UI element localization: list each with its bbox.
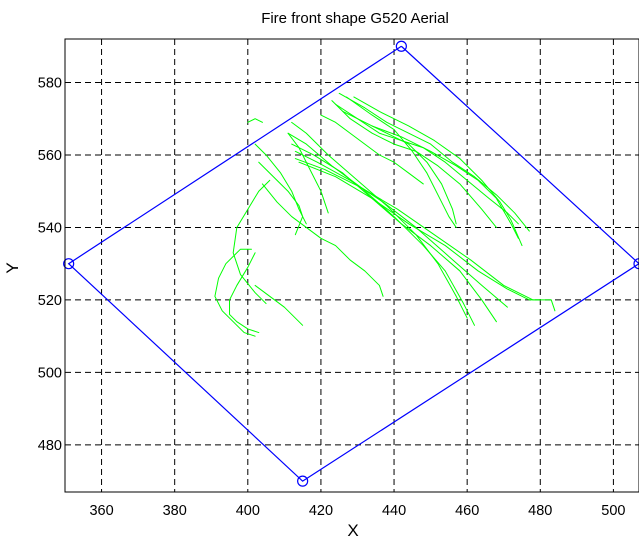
fire-front-line	[291, 143, 497, 323]
fire-front-line	[353, 96, 523, 247]
y-tick-label: 480	[38, 438, 62, 454]
x-tick-label: 460	[455, 503, 479, 519]
x-tick-label: 440	[382, 503, 406, 519]
y-tick-label: 540	[38, 220, 62, 236]
y-tick-labels: 480 500 520 540 560 580	[38, 75, 62, 453]
boundary-vertex-marker	[395, 40, 407, 52]
x-axis-label: X	[347, 521, 358, 540]
x-tick-label: 360	[89, 503, 113, 519]
x-tick-label: 420	[309, 503, 333, 519]
y-tick-label: 580	[38, 75, 62, 91]
x-tick-label: 400	[236, 503, 260, 519]
boundary-vertex-marker	[297, 475, 309, 487]
plot-frame	[64, 38, 639, 493]
fire-front-line	[320, 114, 424, 185]
fire-front-line	[254, 284, 304, 326]
fire-front-line	[331, 100, 497, 228]
x-tick-label: 380	[163, 503, 187, 519]
fire-front-line	[229, 252, 260, 334]
x-tick-label: 480	[528, 503, 552, 519]
fire-front-line	[254, 143, 307, 225]
grid-lines	[65, 39, 639, 492]
chart-title: Fire front shape G520 Aerial	[261, 10, 449, 27]
x-tick-labels: 360 380 400 420 440 460 480 500	[89, 503, 625, 519]
fire-front-line	[214, 248, 256, 337]
fire-front-line	[294, 150, 508, 308]
fire-front-line	[294, 158, 556, 312]
fire-front-lines	[214, 92, 556, 337]
y-tick-label: 520	[38, 293, 62, 309]
y-axis-label: Y	[3, 262, 22, 273]
fire-front-line	[291, 121, 468, 319]
boundary-vertex-marker	[63, 258, 75, 270]
x-tick-label: 500	[601, 503, 625, 519]
fire-front-line	[338, 92, 530, 232]
boundary-vertex-marker	[633, 258, 639, 270]
fire-front-line	[287, 132, 329, 214]
y-tick-label: 500	[38, 365, 62, 381]
boundary-line	[67, 45, 639, 482]
fire-front-line	[335, 103, 519, 225]
fire-front-line	[258, 161, 304, 236]
fire-front-line	[261, 183, 384, 297]
boundary-polygon	[63, 40, 639, 487]
fire-front-line	[232, 179, 271, 305]
fire-front-line	[371, 125, 519, 239]
fire-front-line	[342, 110, 457, 225]
fire-front-line	[287, 132, 475, 326]
y-tick-label: 560	[38, 148, 62, 164]
fire-front-line	[247, 118, 263, 123]
fire-front-line	[346, 96, 457, 228]
fire-front-line	[298, 161, 541, 301]
